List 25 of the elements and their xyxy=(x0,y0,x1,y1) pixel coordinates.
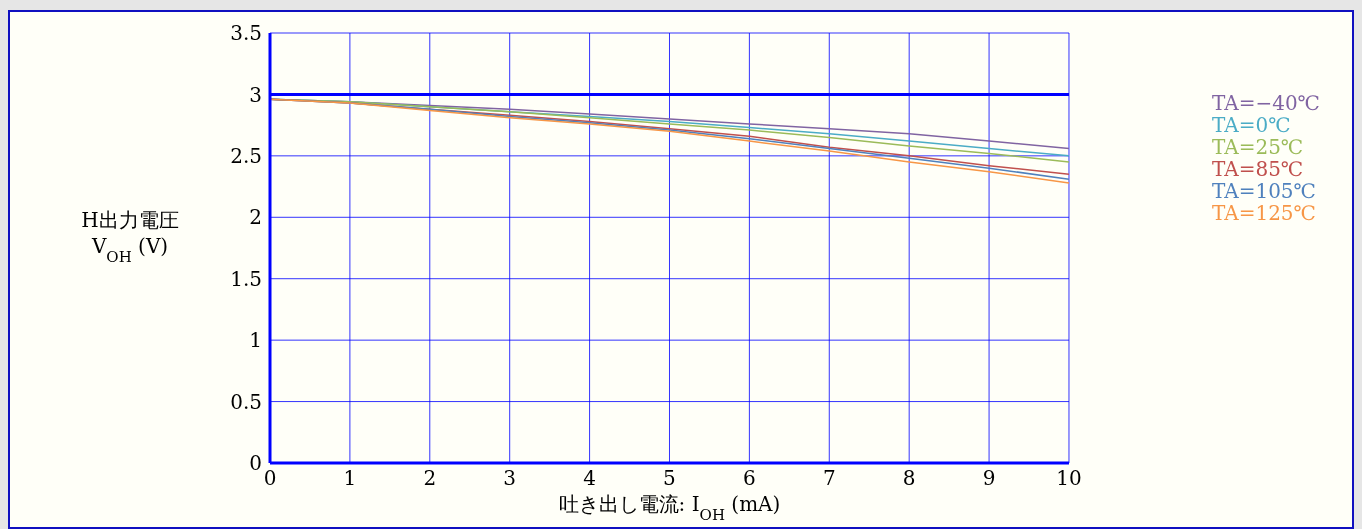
x-tick-label: 6 xyxy=(743,466,756,491)
text: TA=25℃ xyxy=(1211,135,1305,159)
x-tick-label: 8 xyxy=(902,466,916,491)
text: TA=85℃ xyxy=(1211,157,1305,181)
y-tick-label: 0.5 xyxy=(230,389,262,414)
y-tick-label: 2.5 xyxy=(230,143,262,168)
y-tick-label: 2 xyxy=(249,205,262,230)
text: TA=125℃ xyxy=(1211,201,1317,225)
x-axis-title: 吐き出し電流: I$_{OH}$ (mA) xyxy=(558,492,781,524)
y-axis-title: H出力電圧 V$_{OH}$ (V) xyxy=(81,207,179,266)
y-tick-label: 3 xyxy=(249,82,262,107)
x-tick-label: 7 xyxy=(822,466,836,491)
text: TA=−40℃ xyxy=(1211,91,1320,115)
y-tick-label: 1 xyxy=(249,328,262,353)
x-tick-label: 3 xyxy=(503,466,517,491)
x-tick-label: 2 xyxy=(423,466,437,491)
text: TA=0℃ xyxy=(1211,113,1292,137)
x-tick-label: 5 xyxy=(663,466,676,491)
x-tick-label: 4 xyxy=(583,466,596,491)
y-tick-label: 3.5 xyxy=(230,21,262,46)
y-tick-label: 1.5 xyxy=(230,266,262,291)
text: TA=105℃ xyxy=(1211,179,1317,203)
x-tick-label: 10 xyxy=(1056,466,1082,491)
x-tick-label: 1 xyxy=(343,466,357,491)
x-tick-label: 9 xyxy=(982,466,996,491)
